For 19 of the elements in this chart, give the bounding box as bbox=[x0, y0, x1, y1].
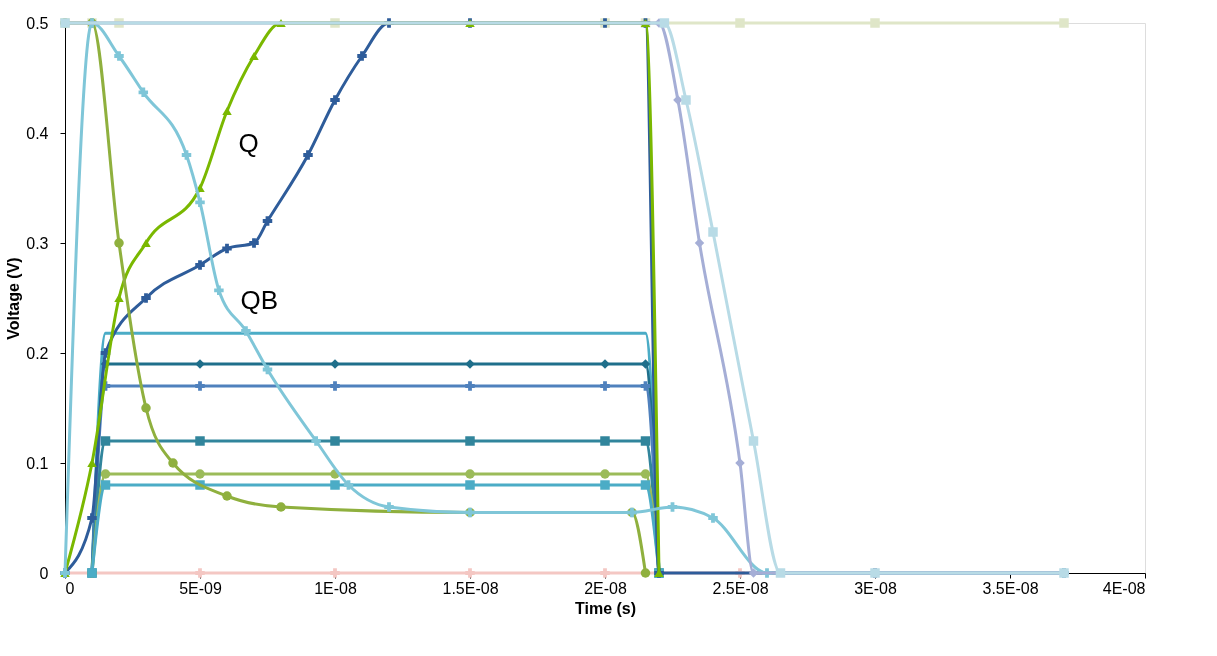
y-tick-label: 0.2 bbox=[26, 344, 49, 362]
x-tick-label: 5E-09 bbox=[179, 579, 222, 597]
y-tick-label: 0 bbox=[39, 564, 49, 582]
x-tick-label: 4E-08 bbox=[1102, 579, 1146, 597]
annotation: Q bbox=[238, 128, 259, 158]
y-tick-label: 0.1 bbox=[26, 454, 49, 472]
x-tick-label: 1.5E-08 bbox=[442, 579, 499, 597]
y-tick-label: 0.5 bbox=[26, 14, 49, 32]
x-tick-label: 2.5E-08 bbox=[712, 579, 769, 597]
x-tick-label: 0 bbox=[65, 579, 75, 597]
annotation: QB bbox=[240, 284, 279, 315]
y-tick-label: 0.3 bbox=[26, 234, 49, 252]
x-tick-label: 1E-08 bbox=[314, 579, 357, 597]
x-tick-label: 3.5E-08 bbox=[982, 579, 1039, 597]
y-tick-label: 0.4 bbox=[26, 124, 49, 142]
y-axis-title: Voltage (V) bbox=[5, 257, 23, 340]
x-axis-title: Time (s) bbox=[574, 599, 637, 617]
x-tick-label: 3E-08 bbox=[854, 579, 897, 597]
x-tick-label: 2E-08 bbox=[584, 579, 627, 597]
